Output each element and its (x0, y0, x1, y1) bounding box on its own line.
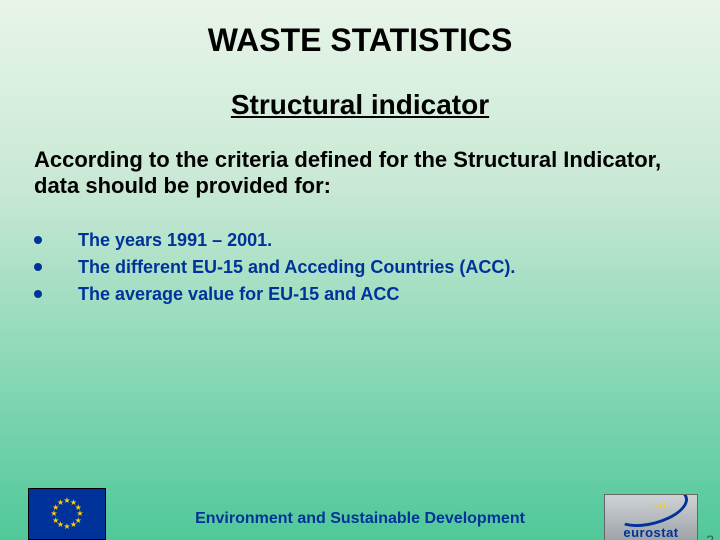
list-item: The years 1991 – 2001. (34, 230, 720, 251)
bullet-text: The average value for EU-15 and ACC (78, 284, 399, 305)
bullet-text: The years 1991 – 2001. (78, 230, 272, 251)
page-number: 2 (706, 532, 714, 540)
bullet-icon (34, 263, 42, 271)
eurostat-logo: ★★★ eurostat (604, 494, 698, 540)
bullet-list: The years 1991 – 2001. The different EU-… (34, 230, 720, 305)
bullet-text: The different EU-15 and Acceding Countri… (78, 257, 515, 278)
intro-paragraph: According to the criteria defined for th… (34, 147, 690, 200)
slide-subtitle: Structural indicator (0, 89, 720, 121)
slide-title: WASTE STATISTICS (0, 22, 720, 59)
bullet-icon (34, 290, 42, 298)
eurostat-graphic: ★★★ (605, 499, 697, 527)
list-item: The different EU-15 and Acceding Countri… (34, 257, 720, 278)
bullet-icon (34, 236, 42, 244)
footer: ★★★★★★★★★★★★ Environment and Sustainable… (0, 490, 720, 540)
list-item: The average value for EU-15 and ACC (34, 284, 720, 305)
slide: WASTE STATISTICS Structural indicator Ac… (0, 22, 720, 540)
